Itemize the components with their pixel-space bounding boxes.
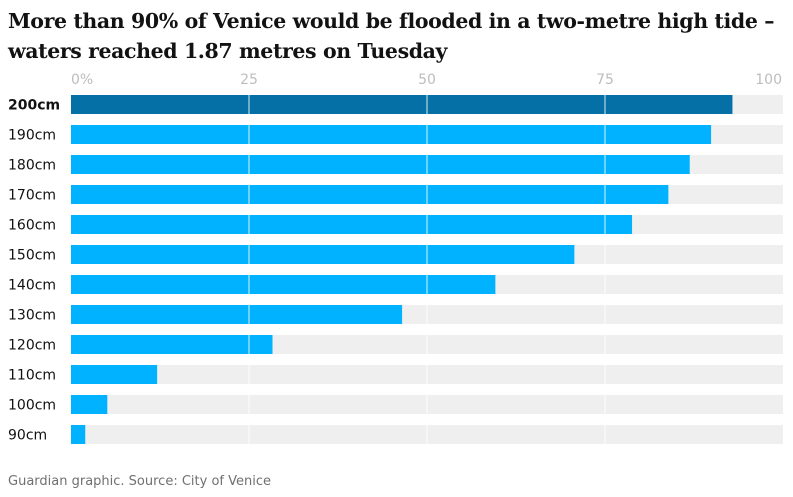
category-label: 110cm (8, 368, 56, 384)
category-label: 180cm (8, 158, 56, 174)
chart-title: More than 90% of Venice would be flooded… (8, 6, 778, 66)
category-label: 100cm (8, 398, 56, 414)
x-tick-label: 100 (755, 72, 782, 88)
bar-100cm (71, 395, 108, 414)
bar-130cm (71, 305, 403, 324)
category-label: 150cm (8, 248, 56, 264)
bar-160cm (71, 215, 633, 234)
bar-140cm (71, 275, 496, 294)
bar-150cm (71, 245, 575, 264)
bar-180cm (71, 155, 690, 174)
category-label: 120cm (8, 338, 56, 354)
category-label: 140cm (8, 278, 56, 294)
bar-170cm (71, 185, 669, 204)
chart-title-line-2: waters reached 1.87 metres on Tuesday (8, 39, 448, 63)
bar-190cm (71, 125, 712, 144)
x-tick-label: 25 (240, 72, 258, 88)
chart-title-line-1: More than 90% of Venice would be flooded… (8, 9, 775, 33)
bar-110cm (71, 365, 158, 384)
source-note: Guardian graphic. Source: City of Venice (8, 474, 271, 489)
category-label: 90cm (8, 428, 47, 444)
bar-90cm (71, 425, 86, 444)
x-tick-label: 0% (71, 72, 93, 88)
bar-120cm (71, 335, 273, 354)
category-label: 200cm (8, 98, 60, 114)
category-label: 160cm (8, 218, 56, 234)
x-tick-label: 50 (418, 72, 436, 88)
category-label: 130cm (8, 308, 56, 324)
bar-chart: 0% 25 50 75 100 200cm 190cm 180cm 170cm 160cm 150c… (8, 72, 783, 444)
bar-200cm (71, 95, 733, 114)
category-label: 170cm (8, 188, 56, 204)
category-label: 190cm (8, 128, 56, 144)
x-tick-label: 75 (596, 72, 614, 88)
